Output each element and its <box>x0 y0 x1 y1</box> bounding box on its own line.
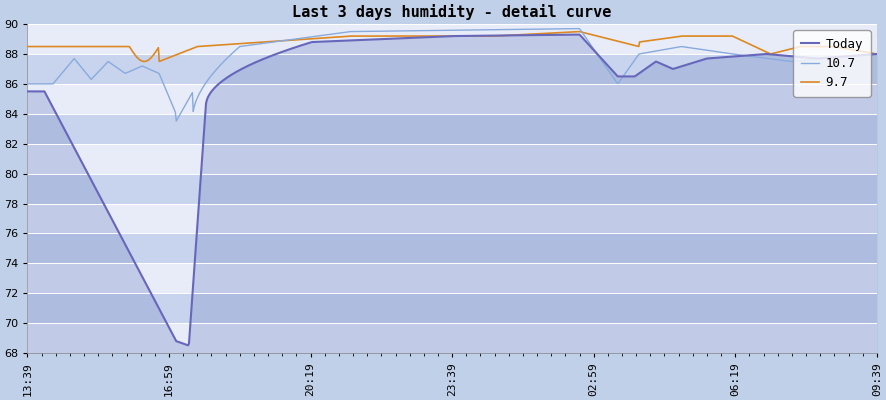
10.7 <box>171 119 182 124</box>
Today <box>574 32 585 37</box>
9.7 <box>109 44 120 49</box>
Bar <box>27 84 877 114</box>
9.7 <box>872 52 882 56</box>
Today <box>686 61 696 66</box>
Today <box>183 343 193 348</box>
Bar <box>27 234 877 263</box>
Today <box>109 221 120 226</box>
10.7 <box>607 74 618 78</box>
9.7 <box>367 34 377 38</box>
Today <box>22 89 33 94</box>
Today <box>397 36 408 40</box>
9.7 <box>686 34 696 38</box>
Title: Last 3 days humidity - detail curve: Last 3 days humidity - detail curve <box>292 4 612 20</box>
Bar <box>27 323 877 353</box>
10.7 <box>872 52 882 56</box>
Today <box>702 56 712 61</box>
9.7 <box>607 38 618 42</box>
10.7 <box>686 46 696 50</box>
9.7 <box>397 34 408 38</box>
Bar <box>27 204 877 234</box>
Line: 10.7: 10.7 <box>27 29 877 121</box>
Line: 9.7: 9.7 <box>27 32 877 62</box>
Bar <box>27 293 877 323</box>
9.7 <box>138 59 149 64</box>
10.7 <box>367 29 377 34</box>
Today <box>872 52 882 56</box>
10.7 <box>109 63 120 68</box>
Bar <box>27 144 877 174</box>
Today <box>367 37 377 42</box>
Legend: Today, 10.7, 9.7: Today, 10.7, 9.7 <box>793 30 871 97</box>
Today <box>607 68 618 73</box>
9.7 <box>22 44 33 49</box>
9.7 <box>574 29 585 34</box>
Bar <box>27 263 877 293</box>
Bar <box>27 54 877 84</box>
10.7 <box>397 28 408 33</box>
Bar <box>27 174 877 204</box>
9.7 <box>702 34 712 38</box>
10.7 <box>702 48 712 53</box>
Bar <box>27 24 877 54</box>
10.7 <box>22 82 33 86</box>
Line: Today: Today <box>27 34 877 345</box>
Bar <box>27 114 877 144</box>
10.7 <box>574 26 585 31</box>
